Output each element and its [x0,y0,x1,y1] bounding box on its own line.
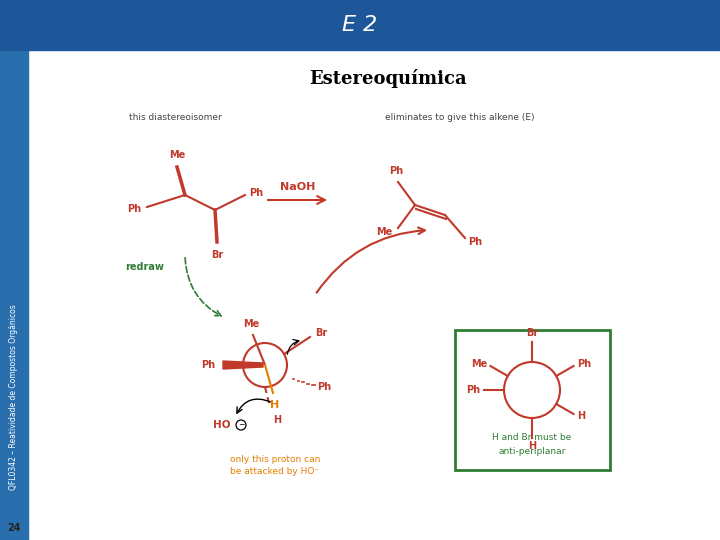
Text: Me: Me [471,359,487,369]
Text: Ph: Ph [317,382,331,392]
Text: Ph: Ph [468,237,482,247]
Text: Ph: Ph [466,385,480,395]
Text: E 2: E 2 [343,15,377,35]
Text: Me: Me [243,319,259,329]
Text: H: H [273,415,281,425]
Text: redraw: redraw [125,262,164,272]
Text: Br: Br [211,250,223,260]
Text: this diastereoisomer: this diastereoisomer [129,113,221,123]
Text: H: H [577,411,585,421]
Text: Ph: Ph [201,360,215,370]
Bar [0,0,28,540]
Text: NaOH: NaOH [280,182,315,192]
Bar [455,330,610,470]
Text: Ph: Ph [389,166,403,176]
Bar [0,0,720,50]
Text: be attacked by HO⁻: be attacked by HO⁻ [230,468,320,476]
Text: Estereoquímica: Estereoquímica [309,69,467,87]
Text: 24: 24 [7,523,21,533]
Text: eliminates to give this alkene (E): eliminates to give this alkene (E) [385,113,535,123]
Polygon shape [223,361,263,369]
Text: H and Br must be: H and Br must be [492,434,572,442]
Text: Me: Me [376,227,392,237]
Text: −: − [238,421,244,429]
Text: Br: Br [315,328,328,338]
Text: H: H [528,441,536,451]
Text: H: H [271,400,279,410]
Text: HO: HO [212,420,230,430]
Text: anti-periplanar: anti-periplanar [498,448,566,456]
Text: QFL0342 – Reatividade de Compostos Orgânicos: QFL0342 – Reatividade de Compostos Orgân… [9,304,19,490]
Text: Ph: Ph [577,359,591,369]
Text: Me: Me [169,150,185,160]
Text: Ph: Ph [249,188,263,198]
Text: only this proton can: only this proton can [230,456,320,464]
Text: Ph: Ph [127,204,141,214]
Text: Br: Br [526,328,538,338]
